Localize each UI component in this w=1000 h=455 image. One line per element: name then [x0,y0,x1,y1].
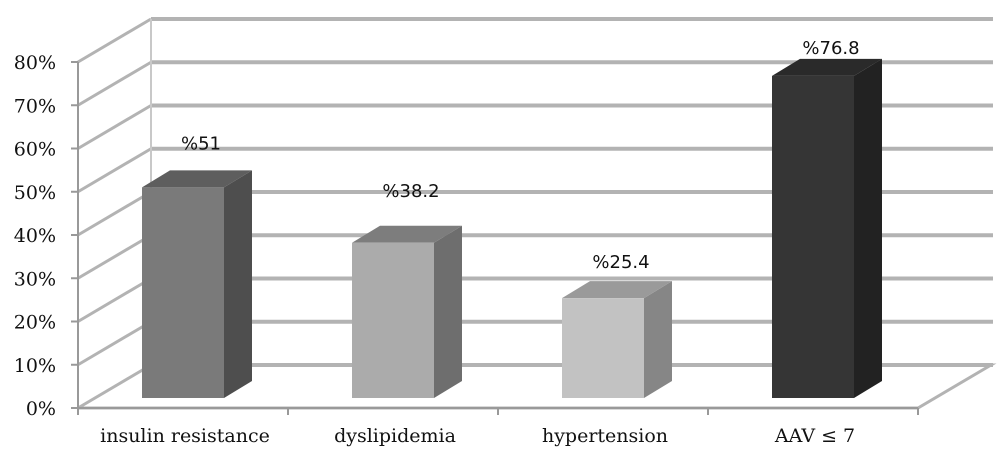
chart-labels: %51 insulin resistance %38.2 dyslipidemia %2… [100,38,859,447]
bar-top [142,170,252,188]
bar-side [434,225,462,398]
y-tick-label: 70% [14,95,56,117]
gridline-diagonal [77,277,152,323]
y-tick-label: 10% [14,355,56,377]
bar-front [142,187,224,398]
gridline-diagonal [77,17,152,64]
data-label: %38.2 [382,181,439,202]
x-category-label: AAV ≤ 7 [774,425,855,447]
bar-front [352,242,434,398]
bar-side [644,281,672,398]
x-category-label: dyslipidemia [334,425,456,447]
data-label: %76.8 [802,38,859,59]
chart-bars [142,58,882,399]
chart-axes: 0% 10% 20% 30% 40% 50% 60% 70% 80% [14,52,919,420]
bar-front [772,75,854,398]
y-tick-label: 30% [14,268,56,290]
data-label: %51 [181,133,221,154]
bar [142,170,252,398]
bar-front [562,298,644,398]
x-category-label: insulin resistance [100,425,270,447]
bar-top [772,58,882,76]
gridline-diagonal [77,190,152,237]
bar-top [352,225,462,243]
y-tick-label: 40% [14,225,56,247]
gridline-diagonal [77,233,152,280]
gridline-diagonal [77,104,152,150]
y-tick-label: 0% [26,398,56,420]
gridline-diagonal [77,320,152,367]
gridline-diagonal [77,363,152,410]
y-tick-label: 60% [14,139,56,161]
bar [772,58,882,399]
gridline-diagonal [77,147,152,194]
x-category-label: hypertension [542,425,668,447]
y-tick-label: 80% [14,52,56,74]
bar-top [562,281,672,299]
y-tick-label: 50% [14,182,56,204]
bar-side [854,58,882,399]
bar [562,281,672,398]
gridline-diagonal [77,60,152,107]
data-label: %25.4 [592,252,649,273]
bar [352,225,462,398]
y-tick-label: 20% [14,312,56,334]
bar-side [224,170,252,398]
